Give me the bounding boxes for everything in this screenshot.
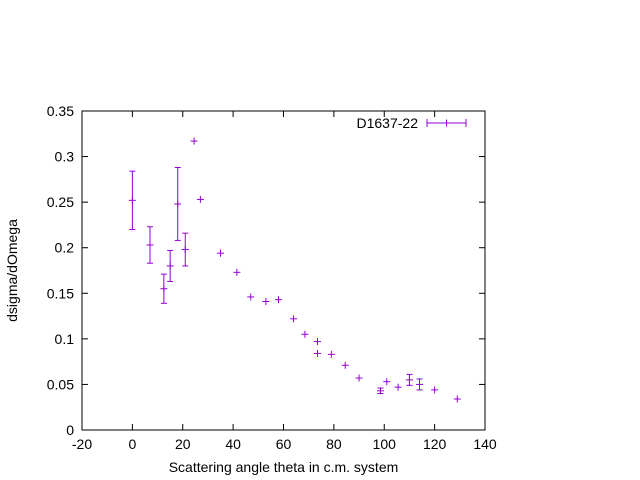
y-axis: 0 0.05 0.1 0.15 0.2 0.25 0.3 0.35 <box>47 103 485 438</box>
x-tick-label: 0 <box>128 436 136 452</box>
data-point <box>166 249 174 282</box>
data-point <box>431 386 439 394</box>
data-point <box>453 395 461 403</box>
x-axis: -20 0 20 40 60 80 100 120 140 <box>72 111 497 452</box>
y-tick-label: 0.1 <box>55 331 75 347</box>
y-tick-label: 0 <box>66 422 74 438</box>
x-tick-label: 20 <box>175 436 191 452</box>
data-point <box>128 170 136 230</box>
data-point <box>146 226 154 264</box>
plot-frame <box>81 110 486 431</box>
legend-label: D1637-22 <box>357 115 419 131</box>
legend-key <box>426 119 467 127</box>
data-point <box>327 350 335 358</box>
x-tick-label: -20 <box>72 436 92 452</box>
data-point <box>262 297 270 305</box>
data-point <box>301 330 309 338</box>
data-point <box>416 378 424 391</box>
x-tick-label: 60 <box>276 436 292 452</box>
data-point <box>405 373 413 386</box>
data-point <box>314 349 322 357</box>
legend: D1637-22 <box>357 115 467 131</box>
data-point <box>233 268 241 276</box>
data-point <box>383 378 391 386</box>
data-point <box>196 195 204 203</box>
data-point <box>217 249 225 257</box>
data-point <box>274 296 282 304</box>
data-marks <box>128 137 461 403</box>
x-axis-title: Scattering angle theta in c.m. system <box>169 459 399 475</box>
y-tick-label: 0.25 <box>47 194 74 210</box>
data-point <box>174 167 182 241</box>
y-axis-title: dsigma/dOmega <box>4 219 20 322</box>
x-tick-label: 80 <box>326 436 342 452</box>
y-tick-label: 0.15 <box>47 285 74 301</box>
data-point <box>181 232 189 267</box>
y-tick-label: 0.2 <box>55 240 75 256</box>
x-tick-label: 120 <box>423 436 447 452</box>
data-point <box>314 338 322 346</box>
data-point <box>376 387 384 395</box>
y-tick-label: 0.3 <box>55 149 75 165</box>
y-tick-label: 0.35 <box>47 103 74 119</box>
data-point <box>355 374 363 382</box>
x-tick-label: 140 <box>473 436 497 452</box>
data-point <box>190 137 198 145</box>
data-point <box>247 293 255 301</box>
data-point <box>394 383 402 391</box>
data-point <box>160 273 168 304</box>
data-point <box>290 315 298 323</box>
y-tick-label: 0.05 <box>47 376 74 392</box>
x-tick-label: 40 <box>225 436 241 452</box>
x-tick-label: 100 <box>373 436 397 452</box>
data-point <box>341 361 349 369</box>
